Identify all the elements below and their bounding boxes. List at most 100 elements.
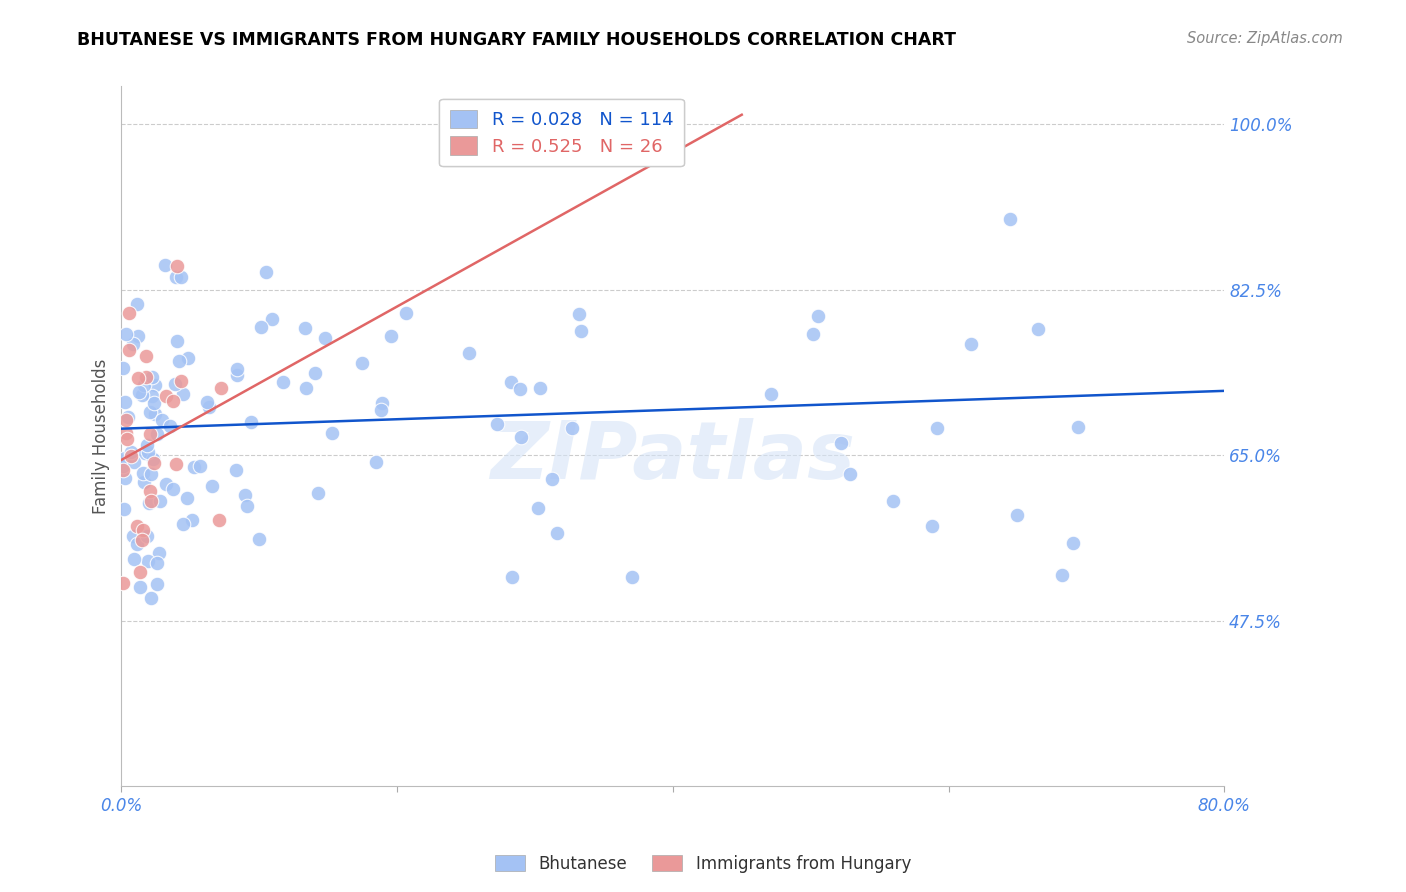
Point: [209, 381, 232, 395]
Point: [143, 407, 166, 421]
Point: [120, 445, 142, 459]
Point: [155, 389, 177, 403]
Point: [131, 388, 153, 402]
Text: BHUTANESE VS IMMIGRANTS FROM HUNGARY FAMILY HOUSEHOLDS CORRELATION CHART: BHUTANESE VS IMMIGRANTS FROM HUNGARY FAM…: [77, 31, 956, 49]
Point: [143, 396, 166, 410]
Point: [882, 494, 904, 508]
Point: [114, 395, 136, 409]
Point: [117, 432, 139, 446]
Point: [146, 427, 169, 442]
Point: [527, 500, 550, 515]
Point: [146, 556, 169, 570]
Point: [195, 395, 218, 409]
Point: [139, 405, 162, 419]
Text: Source: ZipAtlas.com: Source: ZipAtlas.com: [1187, 31, 1343, 46]
Point: [621, 570, 644, 584]
Point: [250, 320, 273, 334]
Point: [112, 502, 135, 516]
Point: [350, 355, 373, 369]
Point: [124, 551, 146, 566]
Point: [569, 324, 592, 338]
Point: [761, 386, 783, 401]
Point: [125, 537, 148, 551]
Y-axis label: Family Households: Family Households: [93, 359, 110, 514]
Point: [115, 413, 138, 427]
Point: [294, 381, 316, 395]
Point: [371, 396, 394, 410]
Point: [166, 334, 188, 349]
Point: [201, 479, 224, 493]
Point: [294, 321, 316, 335]
Point: [568, 307, 591, 321]
Text: ZIPatlas: ZIPatlas: [491, 418, 855, 496]
Point: [370, 402, 392, 417]
Point: [136, 529, 159, 543]
Point: [226, 368, 249, 383]
Point: [121, 337, 143, 351]
Point: [111, 361, 134, 376]
Point: [364, 454, 387, 468]
Point: [183, 460, 205, 475]
Point: [1005, 508, 1028, 522]
Point: [120, 450, 142, 464]
Point: [225, 462, 247, 476]
Point: [830, 435, 852, 450]
Point: [509, 382, 531, 396]
Point: [148, 546, 170, 560]
Point: [163, 377, 186, 392]
Point: [166, 259, 188, 273]
Point: [226, 362, 249, 376]
Point: [115, 426, 138, 441]
Point: [118, 343, 141, 357]
Point: [271, 375, 294, 389]
Point: [111, 458, 134, 473]
Point: [486, 417, 509, 431]
Point: [239, 415, 262, 429]
Point: [314, 331, 336, 345]
Point: [149, 494, 172, 508]
Point: [181, 513, 204, 527]
Point: [170, 374, 193, 388]
Point: [380, 329, 402, 343]
Point: [233, 488, 256, 502]
Point: [117, 410, 139, 425]
Point: [499, 375, 522, 389]
Point: [117, 306, 139, 320]
Point: [207, 513, 229, 527]
Point: [122, 455, 145, 469]
Point: [142, 452, 165, 467]
Point: [188, 458, 211, 473]
Point: [921, 519, 943, 533]
Point: [132, 475, 155, 489]
Point: [127, 371, 149, 385]
Point: [139, 591, 162, 605]
Point: [125, 297, 148, 311]
Point: [529, 381, 551, 395]
Point: [132, 467, 155, 481]
Point: [998, 211, 1021, 226]
Point: [321, 425, 343, 440]
Point: [838, 467, 860, 481]
Point: [139, 467, 162, 481]
Point: [128, 385, 150, 400]
Point: [561, 421, 583, 435]
Point: [128, 581, 150, 595]
Point: [136, 438, 159, 452]
Point: [510, 430, 533, 444]
Point: [546, 525, 568, 540]
Point: [153, 259, 176, 273]
Point: [138, 484, 160, 499]
Point: [247, 533, 270, 547]
Point: [135, 349, 157, 363]
Point: [254, 265, 277, 279]
Point: [458, 346, 481, 360]
Point: [142, 456, 165, 470]
Point: [129, 565, 152, 579]
Point: [159, 418, 181, 433]
Point: [111, 576, 134, 591]
Point: [501, 569, 523, 583]
Point: [172, 387, 194, 401]
Point: [152, 412, 174, 426]
Point: [162, 394, 184, 409]
Point: [960, 337, 983, 351]
